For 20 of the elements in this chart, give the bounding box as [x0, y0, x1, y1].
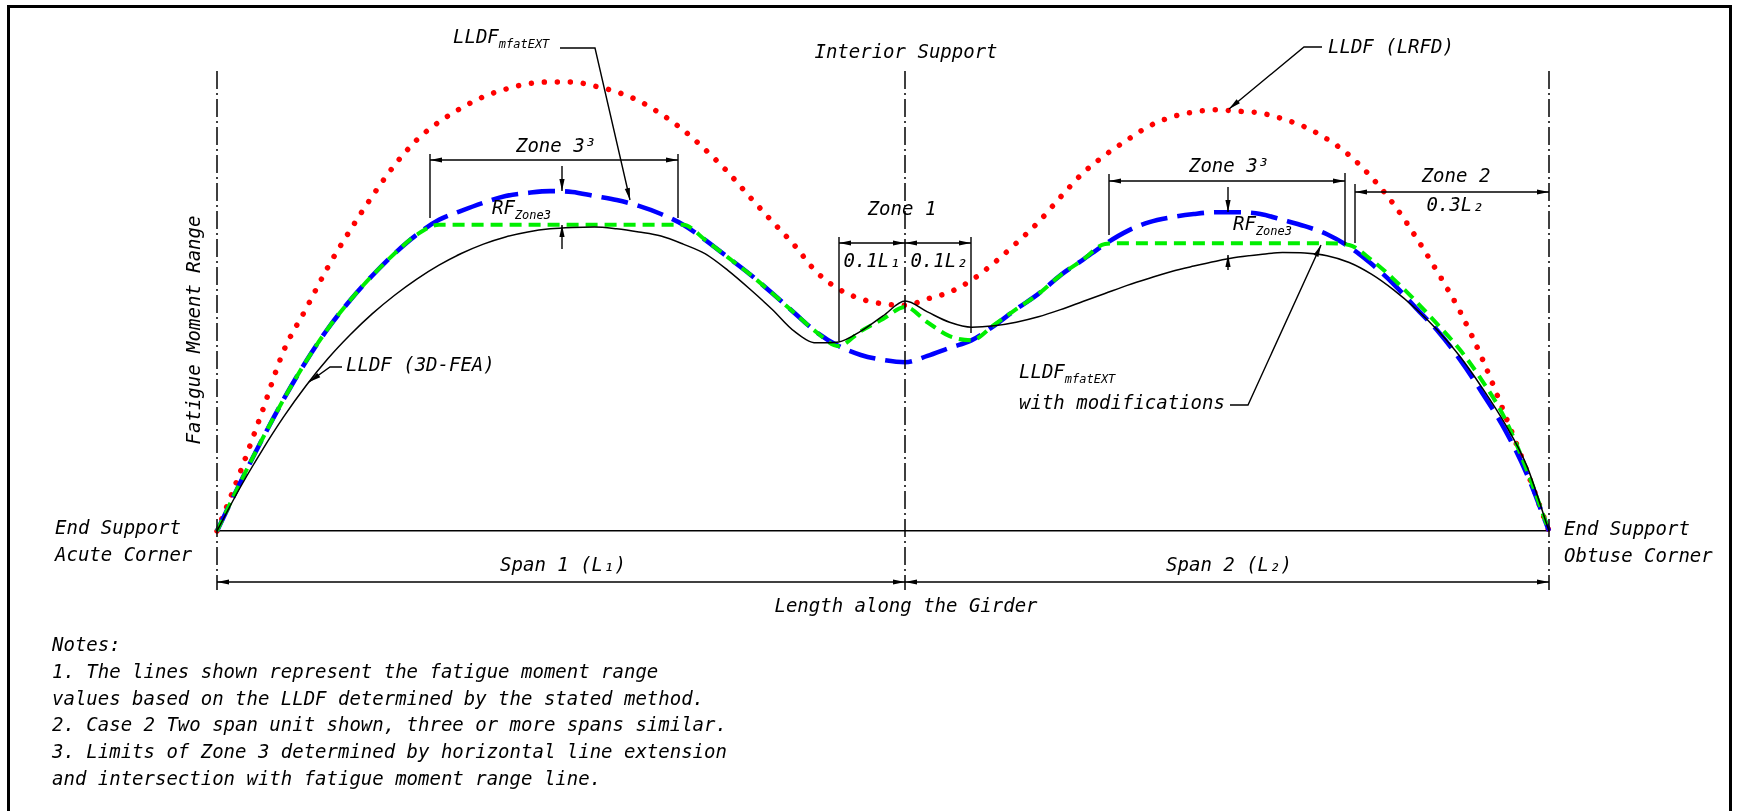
annotation: 0.1L₁ [843, 248, 901, 271]
legend-label: LLDF (3D-FEA) [346, 352, 495, 375]
text: Span 2 (L₂) [1166, 552, 1292, 575]
annotation: Zone 1 [866, 196, 937, 219]
text: End Support Acute Corner [54, 515, 193, 565]
annotation: Zone 3³ [1187, 153, 1270, 176]
annotation: Zone 2 [1420, 163, 1491, 186]
text: 2. Case 2 Two span unit shown, three or more spans similar. [52, 712, 727, 735]
annotation: 0.3L₂ [1426, 192, 1484, 215]
text: 3. Limits of Zone 3 determined by horizontal line extension and intersection with fatigue moment range line. [51, 739, 727, 789]
text: Span 1 (L₁) [500, 552, 626, 575]
text: 1. The lines shown represent the fatigue moment range values based on the LLDF determined by the stated method. [52, 659, 705, 709]
text: Notes: [51, 632, 121, 655]
text: LLDF (LRFD) [1328, 34, 1454, 57]
text: End Support Obtuse Corner [1564, 516, 1714, 566]
text: Interior Support [814, 39, 998, 62]
annotation: Zone 3³ [514, 133, 597, 156]
x-axis-title: Length along the Girder [774, 593, 1039, 616]
y-axis-title: Fatigue Moment Range [181, 215, 204, 445]
annotation: 0.1L₂ [910, 248, 968, 271]
